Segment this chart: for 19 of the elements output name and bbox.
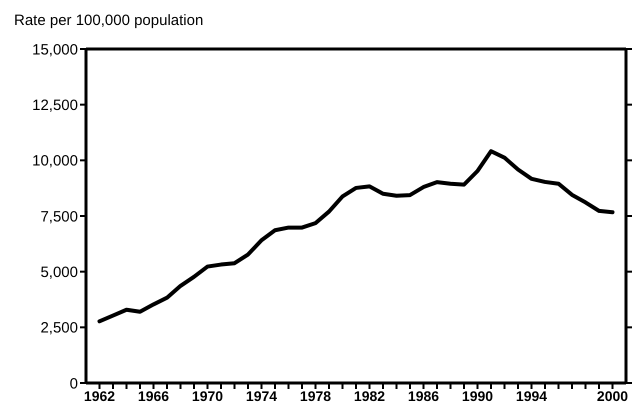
x-tick-label: 1986 <box>408 388 440 404</box>
y-axis-title: Rate per 100,000 population <box>14 12 204 29</box>
x-tick-label: 2000 <box>596 388 628 404</box>
y-tick-label: 12,500 <box>32 96 78 114</box>
x-tick-label: 1970 <box>192 388 224 404</box>
y-tick-label: 10,000 <box>32 152 78 170</box>
x-tick-label: 1978 <box>300 388 332 404</box>
y-tick-label: 5,000 <box>40 264 78 281</box>
y-tick-label: 2,500 <box>40 320 78 337</box>
y-tick-label: 0 <box>70 375 78 392</box>
y-tick-label: 7,500 <box>40 208 78 226</box>
x-tick-label: 1994 <box>516 388 548 404</box>
x-tick-label: 1974 <box>246 388 278 404</box>
x-tick-label: 1982 <box>354 388 386 404</box>
x-tick-label: 1966 <box>138 388 170 404</box>
line-series <box>98 149 614 324</box>
y-tick-label: 15,000 <box>32 41 78 58</box>
x-tick-label: 1990 <box>462 388 494 404</box>
x-tick-label: 1962 <box>84 388 116 404</box>
